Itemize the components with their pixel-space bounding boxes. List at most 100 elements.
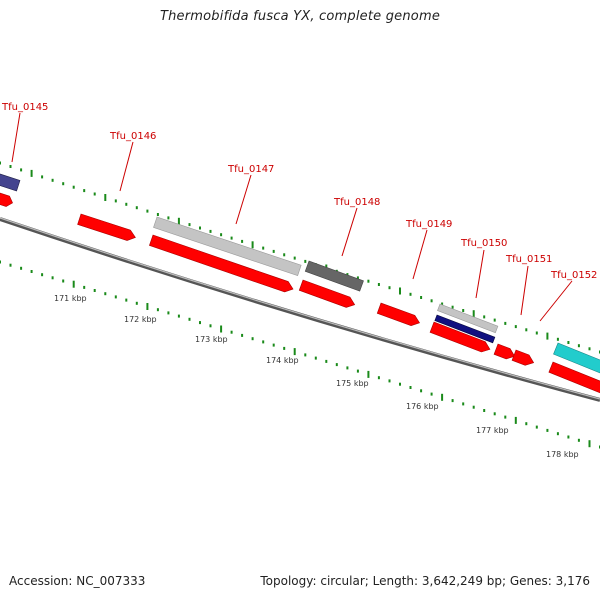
inner-tick-mark	[388, 379, 391, 383]
feature-tfu-0150-grey[interactable]	[437, 303, 499, 334]
feature-tfu-0152-cyan[interactable]	[553, 342, 600, 377]
gene-label-tfu-0149[interactable]: Tfu_0149	[405, 219, 452, 230]
feature-tfu-0147-grey[interactable]	[153, 216, 302, 277]
kbp-label-173: 173 kbp	[195, 335, 228, 344]
outer-tick-mark	[125, 202, 128, 206]
outer-tick-mark	[188, 223, 191, 227]
callout-line-tfu-0152	[539, 280, 573, 322]
cds-arrow-tfu-0151a[interactable]	[493, 343, 517, 361]
inner-tick-mark	[462, 402, 465, 406]
inner-tick-mark	[62, 279, 65, 283]
outer-tick-mark	[356, 276, 359, 280]
inner-tick-mark	[430, 392, 433, 396]
outer-tick-mark	[472, 310, 475, 318]
cds-arrow-tfu-0150[interactable]	[429, 321, 492, 354]
outer-tick-mark	[546, 332, 549, 340]
outer-tick-mark	[293, 256, 296, 260]
cds-arrow-tfu-0151b[interactable]	[511, 349, 536, 368]
inner-tick-mark	[283, 346, 286, 350]
gene-label-tfu-0151[interactable]: Tfu_0151	[505, 254, 552, 265]
outer-tick-mark	[420, 296, 423, 299]
outer-tick-mark	[514, 325, 517, 329]
gene-label-tfu-0147[interactable]: Tfu_0147	[227, 164, 274, 175]
outer-tick-mark	[209, 229, 212, 233]
inner-tick-mark	[556, 432, 559, 436]
kbp-label-178: 178 kbp	[546, 450, 579, 459]
outer-tick-mark	[525, 328, 528, 332]
outer-tick-mark	[462, 309, 465, 312]
cds-arrow-tfu-0148[interactable]	[298, 279, 356, 310]
callout-line-tfu-0146	[119, 141, 134, 192]
gene-label-tfu-0145[interactable]: Tfu_0145	[1, 102, 48, 113]
gene-callouts: Tfu_0145 Tfu_0146 Tfu_0147 Tfu_0148 Tfu_…	[1, 102, 597, 322]
inner-tick-mark	[146, 303, 149, 310]
outer-tick-mark	[588, 347, 591, 351]
cds-arrow-tfu-0145[interactable]	[0, 192, 14, 208]
inner-tick-mark	[93, 289, 96, 292]
inner-tick-mark	[241, 333, 244, 337]
callout-line-tfu-0151	[520, 265, 529, 316]
inner-tick-mark	[346, 366, 349, 370]
cds-arrow-tfu-0146[interactable]	[77, 213, 138, 243]
outer-tick-mark	[241, 239, 244, 243]
outer-tick-mark	[367, 279, 370, 283]
inner-tick-mark	[104, 292, 107, 296]
inner-tick-mark	[420, 389, 423, 393]
outer-tick-mark	[451, 305, 454, 309]
inner-tick-mark	[72, 280, 75, 288]
outer-tick-mark	[83, 189, 86, 193]
outer-tick-mark	[304, 259, 307, 263]
inner-tick-mark	[41, 273, 44, 277]
feature-tfu-0150-navy[interactable]	[434, 314, 496, 344]
inner-tick-mark	[304, 353, 307, 357]
inner-tick-mark	[399, 382, 401, 386]
inner-tick-mark	[0, 260, 1, 264]
cds-arrow-tfu-0149[interactable]	[376, 302, 421, 328]
outer-tick-mark	[20, 168, 23, 172]
outer-tick-mark	[251, 241, 254, 249]
inner-tick-mark	[272, 343, 275, 347]
inner-tick-mark	[114, 295, 117, 299]
gene-label-tfu-0150[interactable]: Tfu_0150	[460, 238, 507, 249]
inner-tick-mark	[546, 428, 549, 432]
outer-tick-mark	[51, 178, 54, 182]
outer-tick-mark	[167, 216, 170, 220]
outer-tick-mark	[177, 217, 180, 225]
outer-tick-mark	[156, 213, 159, 216]
inner-tick-mark	[188, 317, 191, 321]
cds-arrow-tfu-0147[interactable]	[149, 234, 294, 294]
callout-line-tfu-0147	[235, 174, 252, 225]
outer-tick-mark	[430, 299, 433, 303]
inner-tick-mark	[514, 416, 517, 424]
outer-tick-mark	[0, 161, 1, 165]
inner-tick-mark	[251, 337, 254, 341]
inner-tick-mark	[472, 405, 475, 409]
inner-tick-mark	[409, 386, 412, 389]
outer-tick-mark	[272, 249, 275, 253]
feature-tfu-0148-dark[interactable]	[304, 260, 364, 292]
outer-tick-mark	[567, 341, 570, 344]
backbone-line	[0, 217, 600, 402]
inner-tick-mark	[262, 340, 265, 344]
outer-tick-mark	[72, 185, 75, 189]
inner-tick-mark	[325, 359, 328, 363]
outer-tick-mark	[262, 246, 265, 250]
cds-arrow-tfu-0152[interactable]	[548, 361, 600, 397]
outer-tick-mark	[93, 192, 96, 196]
feature-tfu-0145[interactable]	[0, 172, 21, 192]
outer-tick-mark	[377, 283, 380, 286]
gene-label-tfu-0152[interactable]: Tfu_0152	[550, 270, 597, 281]
gene-label-tfu-0148[interactable]: Tfu_0148	[333, 197, 380, 208]
outer-tick-mark	[114, 199, 117, 203]
outer-tick-mark	[493, 318, 496, 322]
outer-tick-mark	[441, 302, 444, 306]
inner-tick-mark	[293, 348, 296, 356]
feature-track	[0, 172, 600, 397]
inner-tick-mark	[220, 325, 223, 333]
gene-label-tfu-0146[interactable]: Tfu_0146	[109, 131, 156, 142]
outer-tick-mark	[220, 233, 223, 237]
outer-tick-mark	[146, 209, 149, 213]
inner-tick-mark	[167, 311, 170, 315]
kbp-label-176: 176 kbp	[406, 402, 439, 411]
inner-tick-mark	[209, 324, 212, 328]
